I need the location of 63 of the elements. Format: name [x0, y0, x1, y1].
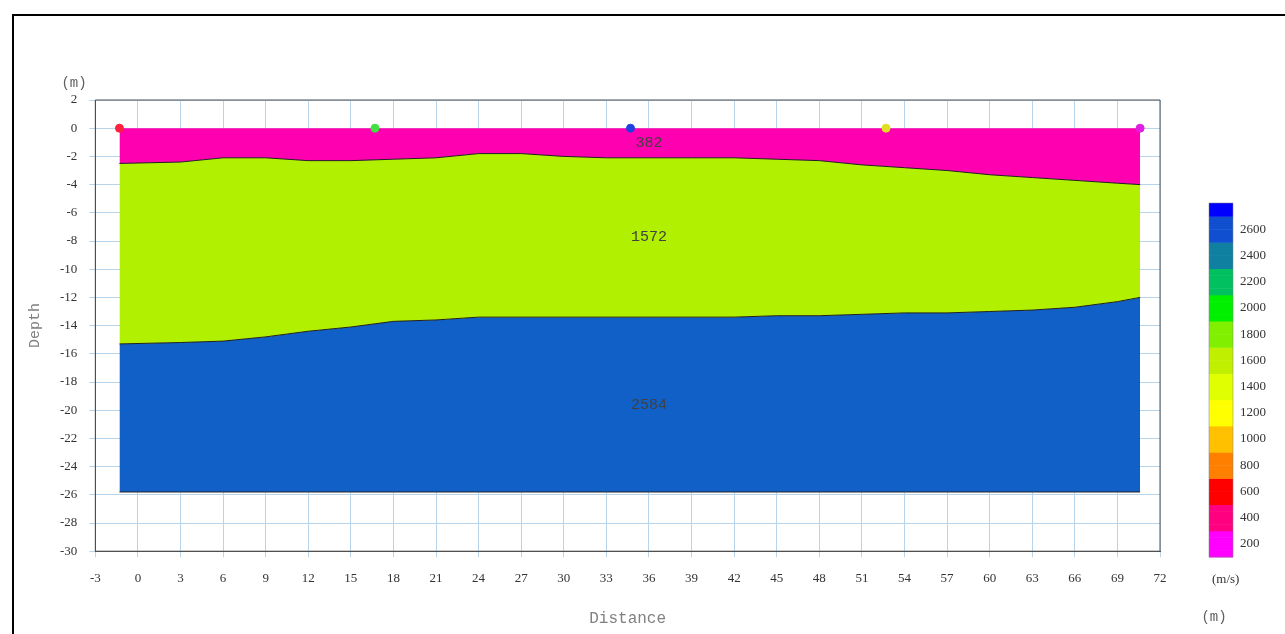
y-tick-label: -10 [59, 260, 78, 276]
x-tick-label: 54 [897, 570, 912, 586]
x-tick-label: 36 [642, 570, 656, 586]
color-bar-label: 2000 [1240, 299, 1266, 315]
annotation: 1572 [630, 229, 667, 247]
x-tick-label: 51 [855, 570, 869, 586]
y-tick-label: -18 [59, 373, 78, 389]
color-bar-title: (m/s) [1212, 571, 1240, 587]
y-tick-label: -2 [66, 147, 78, 163]
color-bar-label: 2400 [1240, 246, 1266, 262]
y-tick-label: -22 [59, 429, 78, 445]
x-tick-label: 42 [727, 570, 741, 586]
x-tick-label: 12 [301, 570, 315, 586]
color-bar-label: 600 [1240, 482, 1260, 498]
x-tick-label: 3 [177, 570, 184, 586]
x-tick-label: 48 [812, 570, 826, 586]
y-tick-label: 2 [70, 91, 78, 107]
x-tick-label: 27 [514, 570, 529, 586]
x-tick-label: 30 [557, 570, 571, 586]
y-tick-label: -16 [59, 345, 78, 361]
y-tick-label: -6 [66, 204, 78, 220]
color-bar-label: 1000 [1240, 430, 1266, 446]
y-tick-label: -28 [59, 514, 78, 530]
color-bar-label: 1400 [1240, 377, 1266, 393]
color-bar-label: 1200 [1240, 404, 1266, 420]
x-tick-label: 33 [599, 570, 613, 586]
x-tick-label: -3 [89, 570, 101, 586]
color-bar-label: 2600 [1240, 220, 1266, 236]
annotation: 382 [635, 134, 663, 152]
x-tick-label: 45 [770, 570, 784, 586]
x-tick-label: 24 [472, 570, 486, 586]
x-tick-label: 63 [1025, 570, 1039, 586]
x-tick-label: 9 [262, 570, 269, 586]
color-bar-label: 1800 [1240, 325, 1266, 341]
y-tick-label: -20 [59, 401, 78, 417]
color-bar-label: 800 [1240, 456, 1260, 472]
y-tick-label: -8 [66, 232, 78, 248]
color-bar-label: 1600 [1240, 351, 1266, 367]
color-bar-label: 400 [1240, 509, 1260, 525]
x-tick-label: 72 [1153, 570, 1167, 586]
x-axis-title: Distance [589, 609, 667, 628]
x-tick-label: 15 [344, 570, 358, 586]
x-tick-label: 60 [983, 570, 997, 586]
x-tick-label: 0 [134, 570, 142, 586]
y-axis-title: Depth [26, 303, 44, 349]
x-tick-label: 6 [219, 570, 227, 586]
y-tick-label: -4 [66, 176, 78, 192]
y-tick-label: -30 [59, 542, 78, 558]
x-tick-label: 57 [940, 570, 955, 586]
x-tick-label: 39 [685, 570, 699, 586]
x-tick-label: 69 [1110, 570, 1124, 586]
x-tick-label: 21 [429, 570, 443, 586]
text: (m) [1201, 608, 1227, 625]
y-tick-label: -12 [59, 288, 78, 304]
y-tick-label: -24 [59, 458, 78, 474]
y-tick-label: 0 [70, 119, 78, 135]
color-bar-label: 200 [1240, 535, 1260, 551]
color-bar-label: 2200 [1240, 273, 1266, 289]
y-tick-label: -14 [59, 317, 78, 333]
text: (m) [61, 74, 87, 91]
x-tick-label: 18 [386, 570, 400, 586]
x-tick-label: 66 [1068, 570, 1082, 586]
y-tick-label: -26 [59, 486, 78, 502]
